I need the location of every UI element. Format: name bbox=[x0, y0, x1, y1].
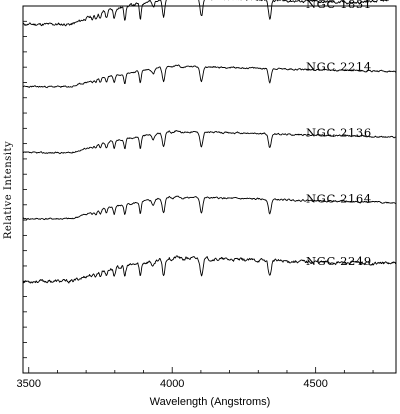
series-label: NGC 2249 bbox=[306, 254, 372, 268]
spectra-group bbox=[22, 0, 397, 284]
y-ticks bbox=[23, 20, 27, 359]
series-label: NGC 2164 bbox=[306, 192, 372, 206]
series-labels: NGC 1831 NGC 2214 NGC 2136 NGC 2164 NGC 2249 bbox=[306, 0, 372, 268]
spectrum-line bbox=[22, 130, 397, 155]
x-tick-label: 4500 bbox=[303, 378, 327, 390]
series-label: NGC 1831 bbox=[306, 0, 372, 11]
x-axis-label: Wavelength (Angstroms) bbox=[150, 396, 271, 408]
spectrum-line bbox=[22, 255, 397, 284]
spectrum-line bbox=[22, 0, 390, 27]
spectrum-line bbox=[22, 195, 397, 221]
y-axis-label: Relative Intensity bbox=[3, 141, 14, 239]
series-label: NGC 2136 bbox=[306, 126, 372, 140]
series-label: NGC 2214 bbox=[306, 60, 372, 74]
x-tick-label: 4000 bbox=[160, 378, 184, 390]
x-tick-label: 3500 bbox=[16, 378, 40, 390]
x-ticks: 3500 4000 4500 bbox=[16, 367, 374, 390]
spectrum-line bbox=[22, 64, 397, 89]
